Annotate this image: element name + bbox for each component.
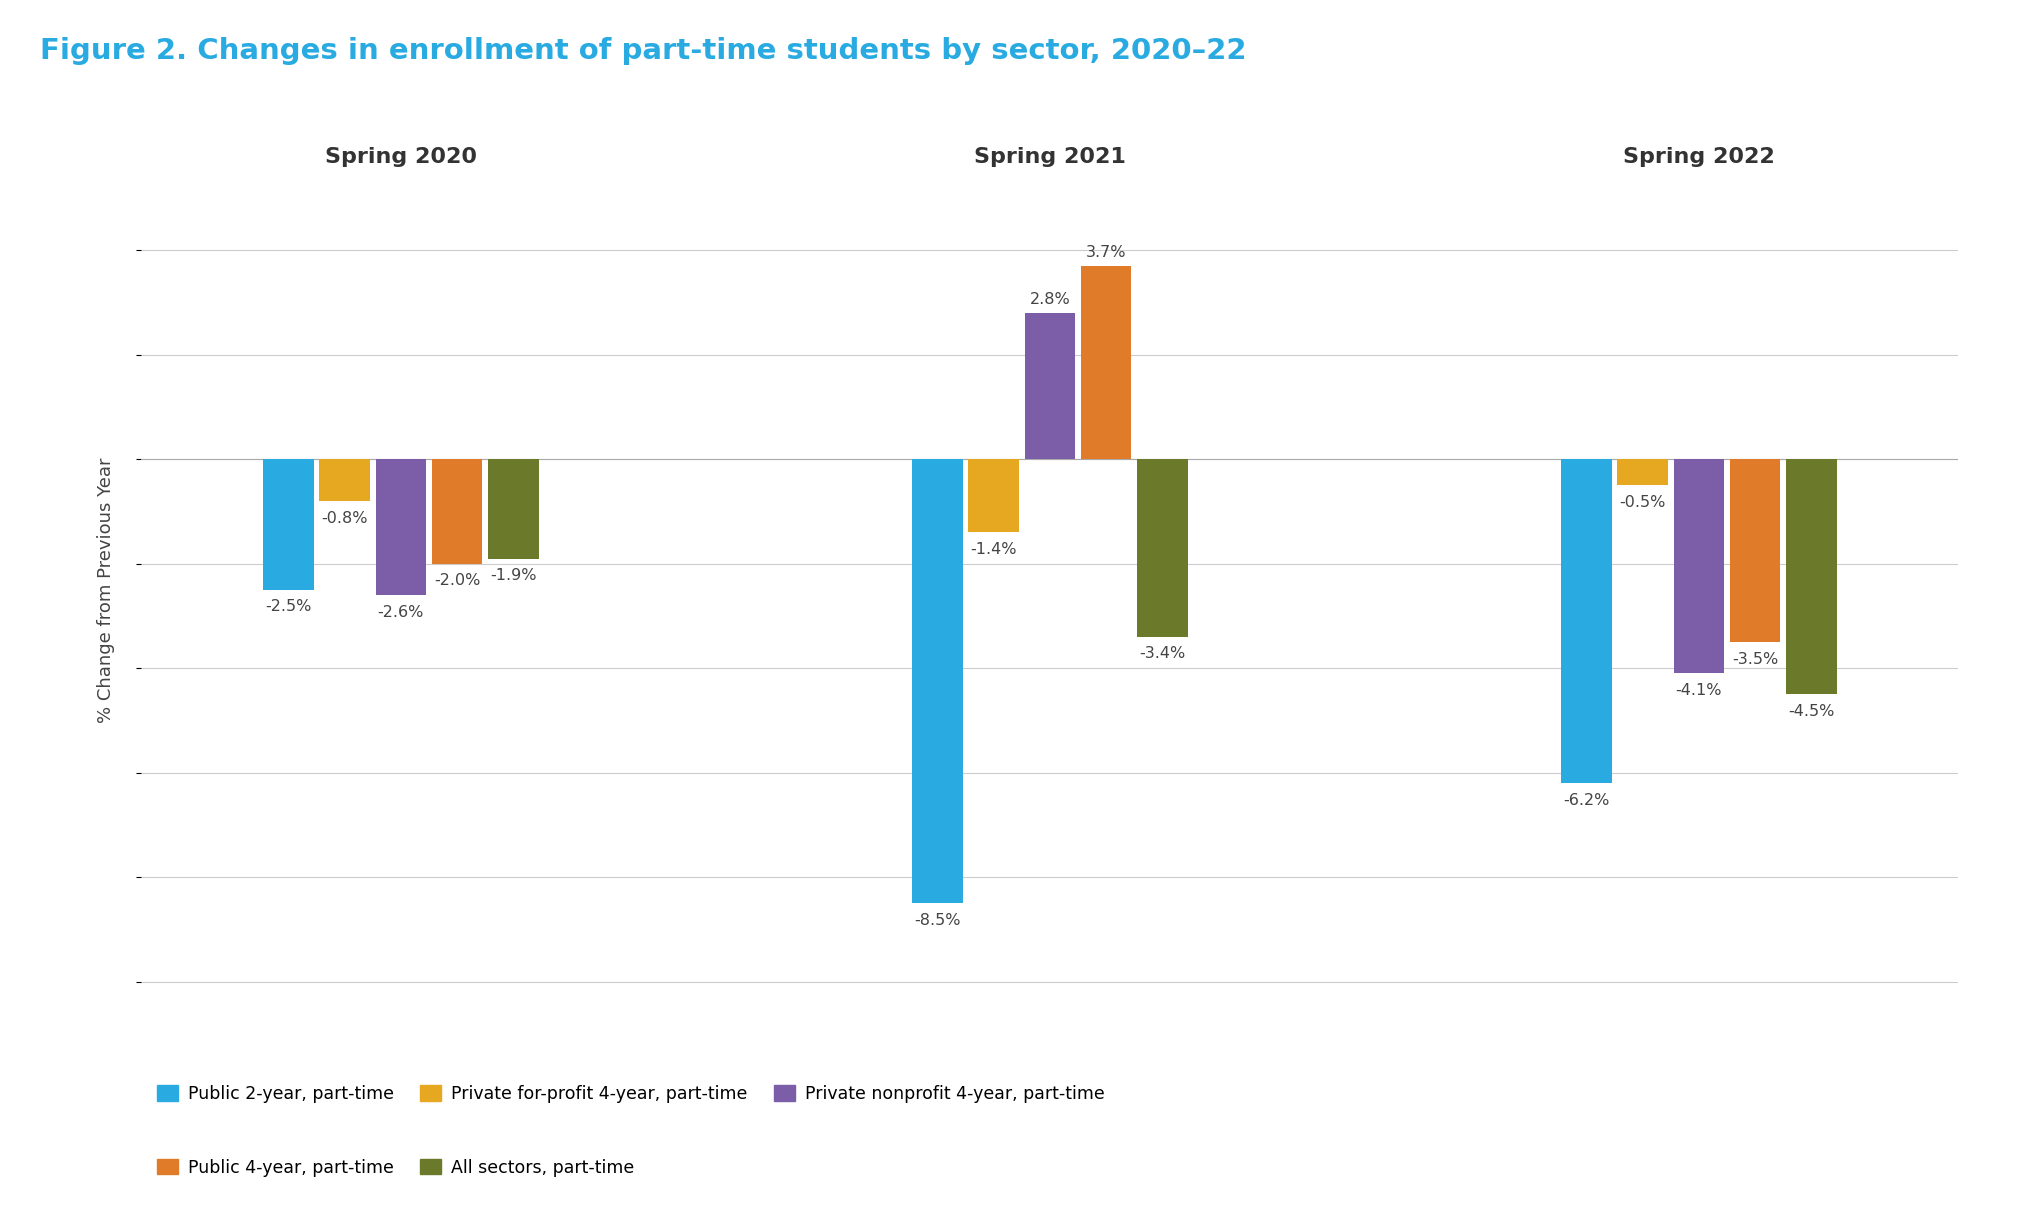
- Text: -8.5%: -8.5%: [915, 913, 961, 928]
- Bar: [319, 460, 369, 501]
- Text: 3.7%: 3.7%: [1086, 245, 1127, 259]
- Y-axis label: % Change from Previous Year: % Change from Previous Year: [97, 457, 115, 723]
- Bar: [1617, 460, 1668, 485]
- Text: -2.0%: -2.0%: [434, 573, 481, 589]
- Bar: [1561, 460, 1611, 783]
- Bar: [1080, 267, 1131, 460]
- Bar: [432, 460, 483, 564]
- Bar: [913, 460, 963, 903]
- Text: Spring 2021: Spring 2021: [973, 146, 1127, 167]
- Bar: [1137, 460, 1187, 637]
- Bar: [489, 460, 539, 558]
- Text: Figure 2. Changes in enrollment of part-time students by sector, 2020–22: Figure 2. Changes in enrollment of part-…: [40, 37, 1248, 65]
- Bar: [376, 460, 426, 595]
- Bar: [1024, 313, 1076, 460]
- Text: 2.8%: 2.8%: [1030, 291, 1070, 307]
- Bar: [1674, 460, 1724, 673]
- Text: -0.5%: -0.5%: [1619, 495, 1666, 510]
- Text: -3.4%: -3.4%: [1139, 646, 1185, 661]
- Text: -6.2%: -6.2%: [1563, 793, 1609, 807]
- Bar: [262, 460, 313, 590]
- Text: -1.9%: -1.9%: [491, 568, 537, 583]
- Bar: [969, 460, 1020, 532]
- Text: Spring 2022: Spring 2022: [1623, 146, 1775, 167]
- Text: -4.5%: -4.5%: [1789, 704, 1835, 719]
- Legend: Public 4-year, part-time, All sectors, part-time: Public 4-year, part-time, All sectors, p…: [149, 1152, 642, 1184]
- Text: -2.6%: -2.6%: [378, 605, 424, 619]
- Legend: Public 2-year, part-time, Private for-profit 4-year, part-time, Private nonprofi: Public 2-year, part-time, Private for-pr…: [149, 1078, 1112, 1110]
- Text: -2.5%: -2.5%: [264, 600, 311, 614]
- Bar: [1787, 460, 1837, 694]
- Text: -1.4%: -1.4%: [971, 542, 1018, 557]
- Text: Spring 2020: Spring 2020: [325, 146, 476, 167]
- Text: -4.1%: -4.1%: [1676, 683, 1722, 698]
- Text: -3.5%: -3.5%: [1732, 651, 1779, 666]
- Text: -0.8%: -0.8%: [321, 510, 367, 526]
- Bar: [1730, 460, 1781, 642]
